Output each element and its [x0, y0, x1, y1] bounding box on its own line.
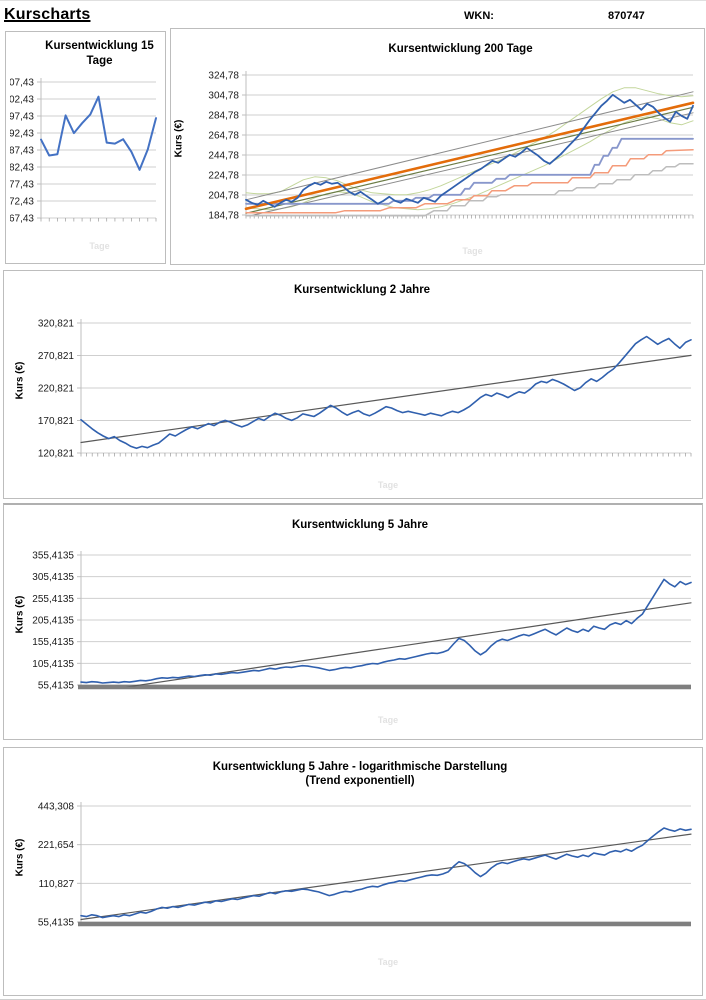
svg-text:204,78: 204,78 — [208, 191, 239, 202]
series-stufe-blau — [245, 137, 694, 205]
svg-text:320,821: 320,821 — [38, 319, 75, 330]
svg-text:221,654: 221,654 — [38, 840, 75, 851]
series-stufe-grau — [245, 163, 694, 217]
x-axis-label-tage: Tage — [89, 241, 110, 251]
series-trend-linear — [125, 602, 692, 687]
svg-text:304,78: 304,78 — [208, 91, 239, 102]
svg-text:184,78: 184,78 — [208, 211, 239, 222]
series-trend-linear — [80, 354, 692, 444]
series-kurs-5-jahre-log — [80, 827, 692, 919]
svg-text:284,78: 284,78 — [208, 111, 239, 122]
series-kurs-15-tage — [40, 95, 157, 171]
svg-text:324,78: 324,78 — [208, 71, 239, 82]
chart-title-15-tage: Kursentwicklung 15 Tage — [45, 40, 154, 67]
svg-text:287,43: 287,43 — [10, 146, 34, 157]
svg-text:220,821: 220,821 — [38, 384, 75, 395]
page-title: Kurscharts — [4, 6, 91, 23]
chart-box-2-jahre: Kursentwicklung 2 Jahre Kurs (€) 320,821… — [3, 270, 703, 499]
series-kurs-200-tage — [245, 93, 694, 208]
svg-text:255,4135: 255,4135 — [32, 594, 74, 605]
series-kanal-unten — [245, 112, 694, 217]
svg-text:307,43: 307,43 — [10, 78, 34, 89]
svg-text:277,43: 277,43 — [10, 180, 34, 191]
svg-text:297,43: 297,43 — [10, 112, 34, 123]
series-kurs-2-jahre — [80, 335, 692, 450]
series-stufe-lachs — [245, 149, 694, 214]
svg-text:302,43: 302,43 — [10, 95, 34, 106]
chart-plot-2-jahre: 320,821 270,821 220,821 170,821 120,821 — [10, 317, 698, 463]
chart-svg: 307,43 302,43 297,43 292,43 287,43 282,43 277,… — [3, 78, 157, 225]
chart-subtitle-5-jahre-log: (Trend exponentiell) — [305, 774, 415, 787]
chart-box-200-tage: Kursentwicklung 200 Tage Kurs (€) 324,78… — [170, 28, 705, 265]
chart-box-5-jahre: Kursentwicklung 5 Jahre Kurs (€) 355,413… — [3, 503, 703, 740]
svg-text:170,821: 170,821 — [38, 416, 75, 427]
svg-text:264,78: 264,78 — [208, 131, 239, 142]
svg-text:224,78: 224,78 — [208, 171, 239, 182]
svg-text:282,43: 282,43 — [10, 163, 34, 174]
svg-text:55,4135: 55,4135 — [38, 918, 75, 929]
chart-plot-5-jahre-log: 443,308 221,654 110,827 55,4135 — [10, 800, 698, 932]
svg-text:120,821: 120,821 — [38, 449, 75, 460]
chart-box-15-tage: Kursentwicklung 15 Tage 307,43 302,43 297,… — [3, 31, 166, 264]
svg-text:155,4135: 155,4135 — [32, 637, 74, 648]
chart-svg: 320,821 270,821 220,821 170,821 120,821 — [38, 319, 692, 460]
series-bollinger-unten — [245, 116, 694, 211]
chart-box-5-jahre-log: Kursentwicklung 5 Jahre - logarithmische… — [3, 747, 703, 996]
chart-svg: 443,308 221,654 110,827 55,4135 — [38, 802, 692, 929]
chart-title-5-jahre: Kursentwicklung 5 Jahre — [291, 519, 429, 531]
svg-text:270,821: 270,821 — [38, 351, 75, 362]
x-axis-label-tage: Tage — [377, 715, 399, 725]
svg-text:305,4135: 305,4135 — [32, 572, 74, 583]
svg-text:292,43: 292,43 — [10, 129, 34, 140]
chart-plot-15-tage: 307,43 302,43 297,43 292,43 287,43 282,43 277,… — [3, 76, 163, 228]
chart-svg: 355,4135 305,4135 255,4135 205,4135 155,4135… — [32, 551, 692, 692]
x-axis-label-tage: Tage — [377, 957, 399, 967]
series-gleitender-durchschnitt — [245, 106, 694, 214]
chart-title-2-jahre: Kursentwicklung 2 Jahre — [293, 284, 431, 296]
chart-plot-200-tage: 324,78 304,78 284,78 264,78 244,78 224,78 204,… — [177, 69, 700, 225]
svg-text:443,308: 443,308 — [38, 802, 75, 813]
x-axis-label-tage: Tage — [377, 480, 399, 490]
chart-plot-5-jahre: 355,4135 305,4135 255,4135 205,4135 155,4135… — [10, 549, 698, 695]
wkn-label: WKN: — [464, 10, 494, 22]
svg-text:205,4135: 205,4135 — [32, 616, 74, 627]
svg-text:105,4135: 105,4135 — [32, 659, 74, 670]
series-trend-exponentiell — [80, 833, 692, 921]
svg-text:272,43: 272,43 — [10, 197, 34, 208]
series-bollinger-oben — [245, 87, 694, 196]
x-axis-label-tage: Tage — [462, 246, 483, 256]
series-kanal-oben — [245, 91, 694, 201]
svg-text:355,4135: 355,4135 — [32, 551, 74, 562]
chart-title-200-tage: Kursentwicklung 200 Tage — [388, 43, 533, 55]
series-trend-linear — [244, 101, 695, 211]
chart-title-5-jahre-log: Kursentwicklung 5 Jahre - logarithmische… — [212, 761, 508, 773]
chart-svg: 324,78 304,78 284,78 264,78 244,78 224,78 204,… — [208, 71, 695, 222]
svg-text:110,827: 110,827 — [39, 879, 75, 890]
wkn-value: 870747 — [608, 10, 645, 22]
series-kurs-5-jahre — [80, 578, 692, 684]
svg-text:55,4135: 55,4135 — [38, 681, 75, 692]
svg-text:244,78: 244,78 — [208, 151, 239, 162]
svg-text:267,43: 267,43 — [10, 214, 34, 225]
